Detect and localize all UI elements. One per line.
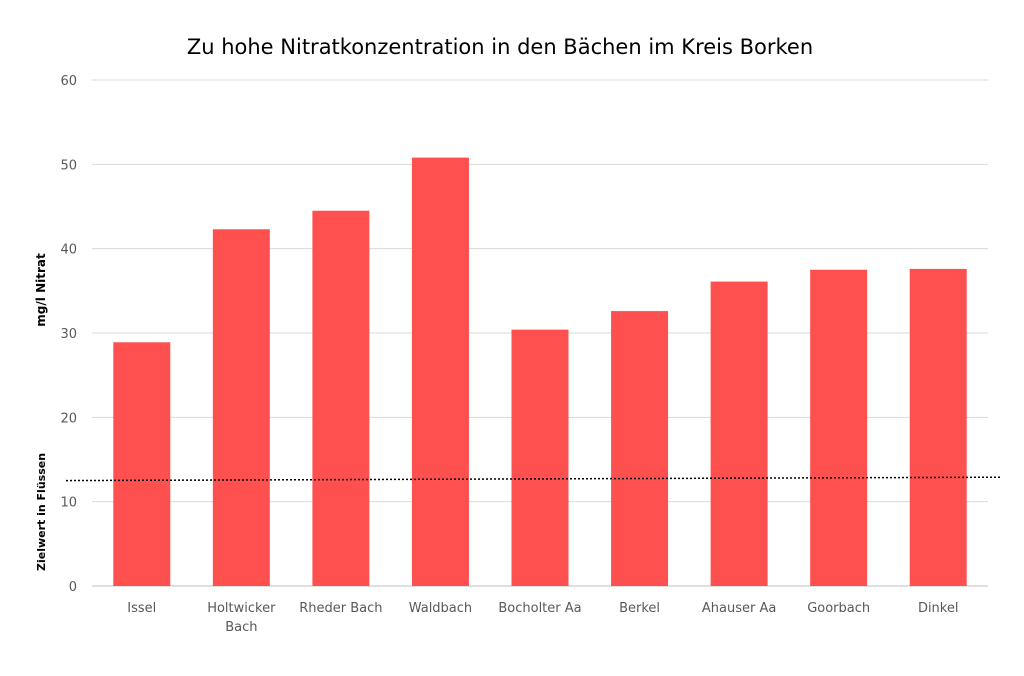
y-tick-label: 40 — [60, 243, 77, 258]
y-tick-label: 0 — [69, 580, 77, 595]
bar-issel — [113, 342, 171, 586]
x-tick-label: Dinkel — [918, 601, 959, 616]
bar-ahauser-aa — [710, 281, 768, 586]
y-tick-label: 30 — [60, 327, 77, 342]
x-tick-label: Berkel — [619, 601, 660, 616]
bar-bocholter-aa — [511, 329, 569, 586]
y-tick-label: 50 — [60, 158, 77, 173]
y-tick-label: 10 — [60, 496, 77, 511]
x-tick-label: Rheder Bach — [299, 601, 382, 616]
y-tick-label: 60 — [60, 74, 77, 89]
x-tick-label: Waldbach — [409, 601, 472, 616]
y-axis-label: mg/l Nitrat — [34, 253, 48, 327]
x-tick-label: Bocholter Aa — [498, 601, 581, 616]
chart-title: Zu hohe Nitratkonzentration in den Bäche… — [187, 35, 813, 59]
bar-rheder-bach — [312, 210, 370, 586]
bar-berkel — [611, 311, 669, 586]
bar-dinkel — [909, 268, 967, 586]
x-tick-label: Goorbach — [807, 601, 870, 616]
x-tick-label: Ahauser Aa — [702, 601, 776, 616]
reference-line-label: Zielwert in Flüssen — [35, 453, 48, 571]
bar-waldbach — [411, 157, 469, 586]
x-tick-label: Holtwicker Bach — [207, 601, 276, 635]
y-tick-label: 20 — [60, 411, 77, 426]
bar-holtwicker-bach — [212, 229, 270, 586]
bar-goorbach — [810, 269, 868, 586]
x-tick-label: Issel — [127, 601, 156, 616]
